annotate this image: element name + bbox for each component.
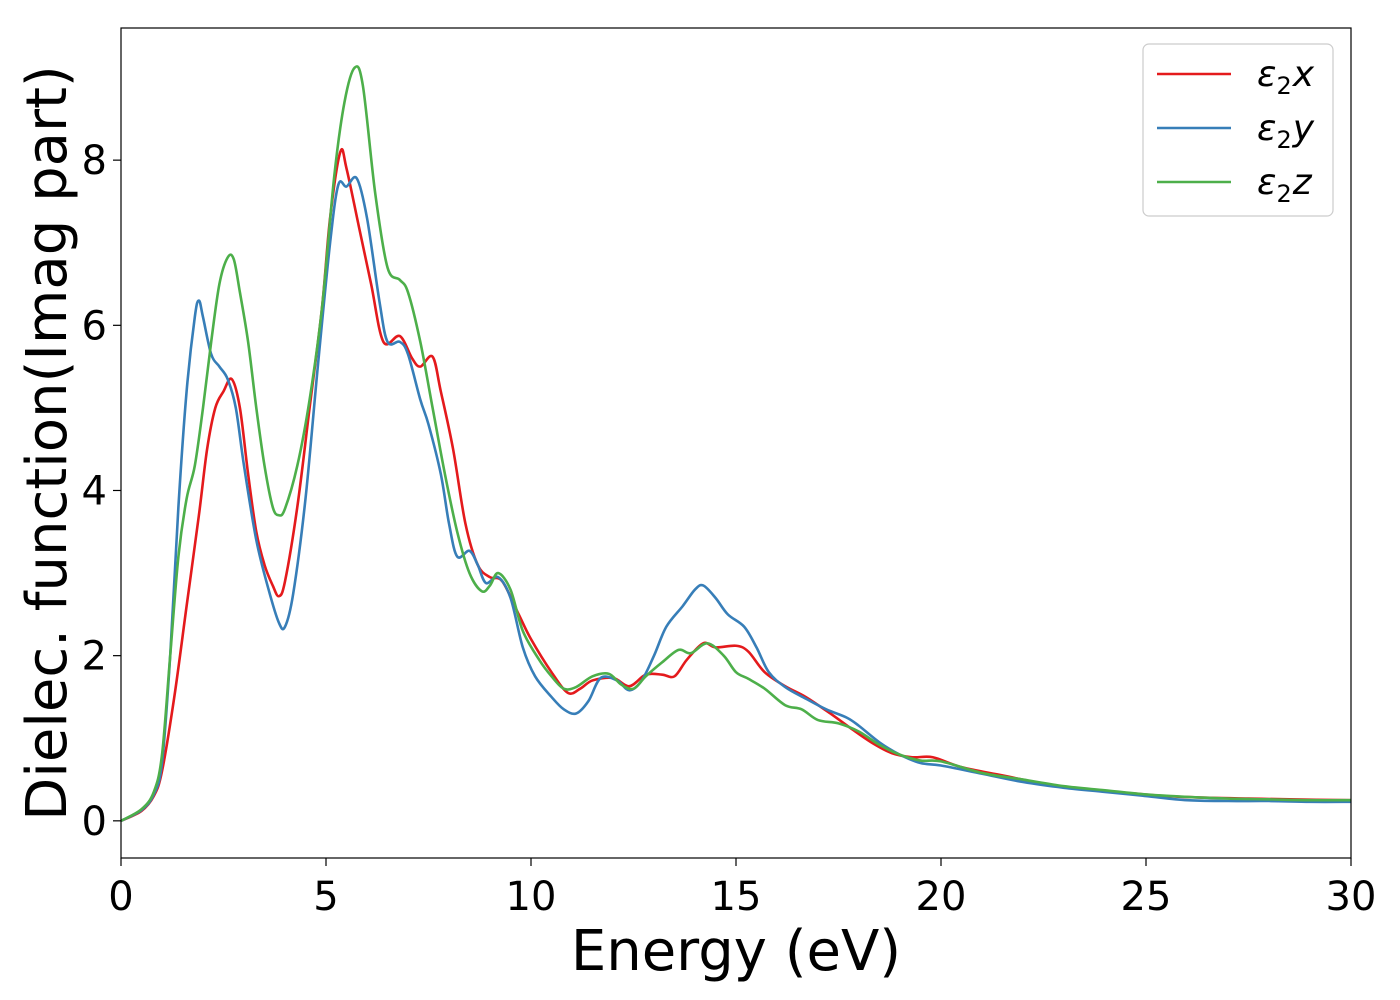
- legend-subscript: 2: [1276, 126, 1291, 154]
- legend-axis-name: y: [1292, 108, 1315, 149]
- y-axis-ticks: 0 2 4 6 8: [82, 138, 121, 845]
- x-tick-label: 5: [313, 874, 338, 920]
- x-tick-label: 20: [916, 874, 967, 920]
- y-tick-label: 8: [82, 138, 107, 184]
- x-tick-label: 30: [1326, 874, 1377, 920]
- series-layer: [120, 65, 1352, 823]
- x-tick-label: 0: [108, 874, 133, 920]
- x-tick-label: 10: [506, 874, 557, 920]
- legend-axis-name: z: [1292, 162, 1313, 203]
- x-tick-label: 15: [711, 874, 762, 920]
- legend-subscript: 2: [1276, 180, 1291, 208]
- y-tick-label: 0: [82, 799, 107, 845]
- legend-label-z: ε2z: [1257, 162, 1313, 208]
- x-axis-ticks: 0 5 10 15 20 25 30: [108, 858, 1376, 920]
- legend-axis-name: x: [1292, 54, 1315, 95]
- legend-symbol: ε: [1257, 162, 1276, 203]
- legend-label-x: ε2x: [1257, 54, 1315, 100]
- x-tick-label: 25: [1121, 874, 1172, 920]
- y-tick-label: 2: [82, 634, 107, 680]
- x-axis-title: Energy (eV): [571, 919, 901, 984]
- y-tick-label: 6: [82, 303, 107, 349]
- legend-label-y: ε2y: [1257, 108, 1315, 154]
- legend-symbol: ε: [1257, 108, 1276, 149]
- y-tick-label: 4: [82, 468, 107, 514]
- legend-box: [1142, 43, 1334, 217]
- y-axis-title: Dielec. function(Imag part): [15, 65, 80, 821]
- series-line-z: [120, 65, 1352, 822]
- legend-symbol: ε: [1257, 54, 1276, 95]
- legend-subscript: 2: [1276, 72, 1291, 100]
- series-line-x: [120, 147, 1352, 823]
- series-line-y: [120, 175, 1352, 823]
